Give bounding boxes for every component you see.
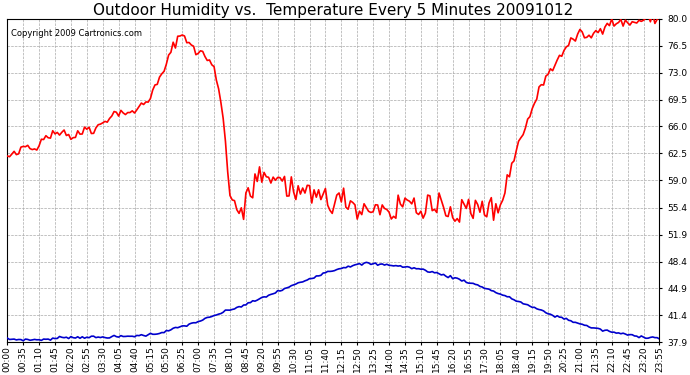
Text: Copyright 2009 Cartronics.com: Copyright 2009 Cartronics.com <box>10 28 141 38</box>
Title: Outdoor Humidity vs.  Temperature Every 5 Minutes 20091012: Outdoor Humidity vs. Temperature Every 5… <box>93 3 573 18</box>
